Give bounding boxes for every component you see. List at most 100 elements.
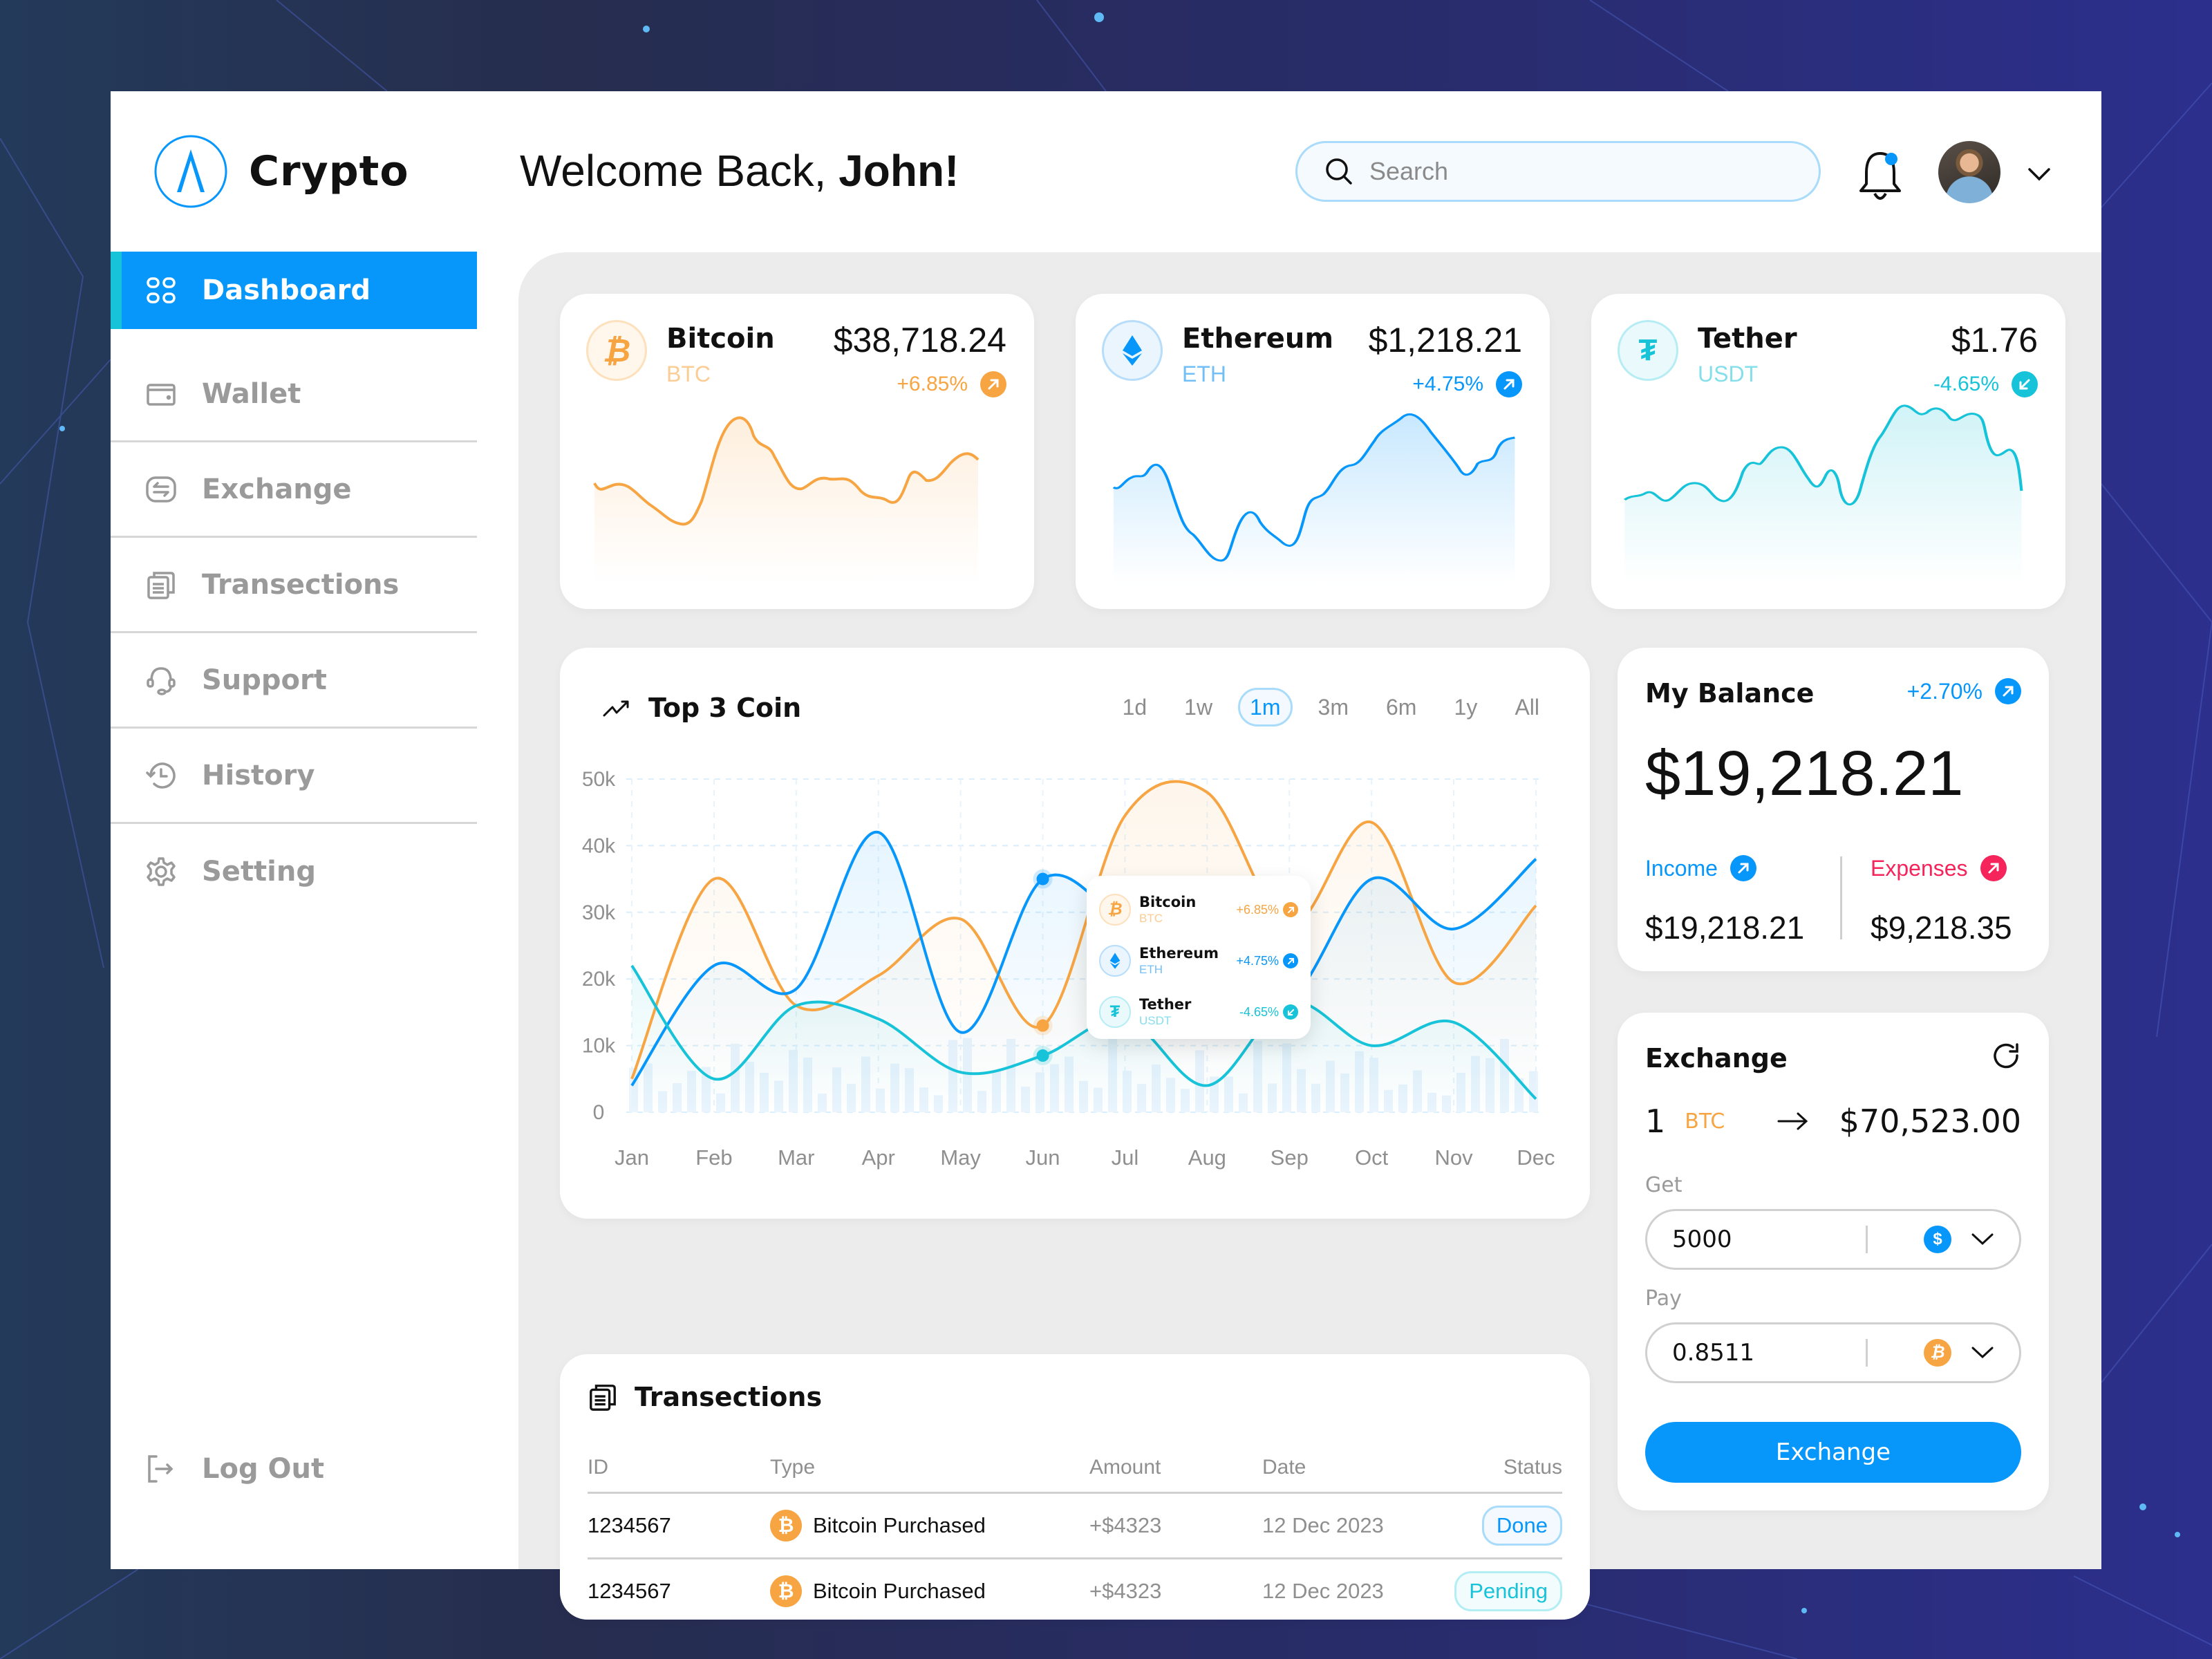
ethereum-icon: [1099, 945, 1131, 977]
chevron-down-icon: [1971, 1347, 1994, 1359]
svg-text:Dec: Dec: [1517, 1145, 1555, 1170]
column-header-id: ID: [588, 1444, 770, 1494]
sidebar-item-setting[interactable]: Setting: [111, 824, 477, 919]
exchange-rate: 1 BTC $70,523.00: [1645, 1103, 2021, 1140]
svg-text:Apr: Apr: [862, 1145, 895, 1170]
time-range-selector: 1d 1w 1m 3m 6m 1y All: [1111, 688, 1551, 727]
table-row[interactable]: 1234567 ₿ Bitcoin Purchased +$4323 12 Dec…: [588, 1558, 1562, 1624]
notification-bell-icon[interactable]: [1853, 145, 1908, 207]
income-section: Income $19,218.21: [1645, 855, 1804, 946]
welcome-prefix: Welcome Back,: [520, 146, 839, 196]
sidebar-item-label: Transections: [202, 568, 400, 601]
x-axis-ticks: Jan Feb Mar Apr May Jun Jul Aug Sep Oct Nov Dec: [615, 1145, 1555, 1170]
get-label: Get: [1645, 1173, 1683, 1197]
tooltip-row-bitcoin: ₿ Bitcoin BTC +6.85%: [1099, 884, 1298, 935]
page-title: Welcome Back, John!: [520, 145, 959, 196]
sidebar-item-wallet[interactable]: Wallet: [111, 347, 477, 442]
tether-icon: ₮: [1618, 320, 1678, 381]
logout-button[interactable]: Log Out: [145, 1453, 324, 1485]
bitcoin-icon: ₿: [770, 1575, 802, 1608]
tooltip-row-ethereum: Ethereum ETH +4.75%: [1099, 935, 1298, 986]
refresh-icon[interactable]: [1989, 1040, 2023, 1074]
bitcoin-icon: ₿: [1924, 1339, 1951, 1367]
status-badge: Done: [1481, 1505, 1562, 1546]
table-row[interactable]: 1234567 ₿ Bitcoin Purchased +$4323 12 Dec…: [588, 1492, 1562, 1559]
trending-up-icon: [603, 700, 629, 717]
line-chart[interactable]: 0 10k 20k 30k 40k 50k Jan Feb Mar Apr May Jun Jul Au…: [560, 648, 1590, 1219]
range-3m[interactable]: 3m: [1318, 694, 1349, 720]
exchange-icon: [146, 476, 176, 503]
chevron-down-icon: [1971, 1233, 1994, 1246]
coin-price: $1.76: [1951, 321, 2038, 359]
field-divider: [1866, 1339, 1868, 1367]
range-1d[interactable]: 1d: [1122, 694, 1147, 720]
svg-text:30k: 30k: [582, 901, 616, 924]
sidebar-item-exchange[interactable]: Exchange: [111, 442, 477, 538]
coin-change: +6.85%: [897, 371, 1006, 397]
main-panel: ₿ Bitcoin BTC $38,718.24 +6.85%: [518, 252, 2101, 1620]
balance-card: My Balance +2.70% $19,218.21 Income $19,…: [1618, 648, 2049, 971]
coin-price: $38,718.24: [833, 321, 1006, 359]
sidebar-item-history[interactable]: History: [111, 729, 477, 824]
exchange-title: Exchange: [1645, 1043, 1788, 1074]
sidebar-item-label: Setting: [202, 856, 316, 888]
range-1m[interactable]: 1m: [1238, 688, 1293, 727]
clipboard-icon: [147, 571, 175, 599]
coin-name: Bitcoin: [666, 323, 775, 355]
svg-text:Jan: Jan: [615, 1145, 649, 1170]
coin-card-bitcoin[interactable]: ₿ Bitcoin BTC $38,718.24 +6.85%: [560, 294, 1034, 609]
ethereum-sparkline: [1112, 413, 1515, 584]
range-1w[interactable]: 1w: [1184, 694, 1213, 720]
search-input[interactable]: [1369, 157, 1784, 186]
svg-text:50k: 50k: [582, 768, 616, 791]
sidebar-item-support[interactable]: Support: [111, 633, 477, 729]
sidebar-item-dashboard[interactable]: Dashboard: [111, 252, 477, 329]
status-badge: Pending: [1454, 1571, 1562, 1612]
transactions-card: Transections ID Type Amount Date Status …: [560, 1354, 1590, 1620]
rate-quantity: 1: [1645, 1103, 1666, 1140]
svg-text:Feb: Feb: [695, 1145, 732, 1170]
tx-date: 12 Dec 2023: [1262, 1492, 1422, 1559]
clipboard-icon: [590, 1385, 616, 1411]
pay-amount-input[interactable]: [1672, 1339, 1866, 1367]
sidebar-nav: Dashboard Wallet Exchange Transections: [111, 252, 477, 919]
arrow-up-right-icon: [1995, 678, 2021, 704]
user-avatar[interactable]: [1938, 141, 2000, 203]
rate-value: $70,523.00: [1839, 1103, 2021, 1140]
range-all[interactable]: All: [1515, 694, 1539, 720]
get-currency-select[interactable]: $: [1924, 1226, 1994, 1253]
user-name: John!: [838, 146, 959, 196]
sidebar-item-label: Wallet: [202, 377, 301, 410]
search-bar[interactable]: [1295, 141, 1821, 202]
coin-card-ethereum[interactable]: Ethereum ETH $1,218.21 +4.75%: [1076, 294, 1550, 609]
rate-symbol: BTC: [1685, 1109, 1725, 1134]
arrow-up-right-icon: [980, 371, 1006, 397]
range-6m[interactable]: 6m: [1385, 694, 1417, 720]
pay-currency-select[interactable]: ₿: [1924, 1339, 1994, 1367]
search-icon: [1326, 158, 1352, 185]
sidebar-item-label: Support: [202, 664, 327, 696]
coin-card-tether[interactable]: ₮ Tether USDT $1.76 -4.65%: [1591, 294, 2065, 609]
sidebar-item-transections[interactable]: Transections: [111, 538, 477, 633]
tx-type: Bitcoin Purchased: [813, 1579, 986, 1604]
expenses-label: Expenses: [1871, 855, 1968, 881]
balance-amount: $19,218.21: [1645, 738, 1964, 809]
svg-text:Jun: Jun: [1026, 1145, 1060, 1170]
arrow-up-right-icon: [1283, 953, 1298, 968]
get-amount-input[interactable]: [1672, 1226, 1866, 1253]
coin-price: $1,218.21: [1368, 321, 1522, 359]
coin-symbol: USDT: [1698, 362, 1759, 386]
sidebar-item-label: Exchange: [202, 473, 352, 505]
arrow-up-right-icon: [1730, 855, 1756, 881]
tx-date: 12 Dec 2023: [1262, 1579, 1384, 1604]
tooltip-row-tether: ₮ Tether USDT -4.65%: [1099, 986, 1298, 1038]
app-logo[interactable]: Crypto: [153, 134, 409, 209]
income-label: Income: [1645, 855, 1718, 881]
chevron-down-icon[interactable]: [2025, 160, 2053, 188]
exchange-button[interactable]: Exchange: [1645, 1422, 2021, 1483]
tx-id: 1234567: [588, 1579, 671, 1604]
highlight-points: [1033, 869, 1053, 1066]
range-1y[interactable]: 1y: [1454, 694, 1478, 720]
coin-name: Tether: [1698, 323, 1797, 355]
bitcoin-icon: ₿: [770, 1509, 802, 1541]
